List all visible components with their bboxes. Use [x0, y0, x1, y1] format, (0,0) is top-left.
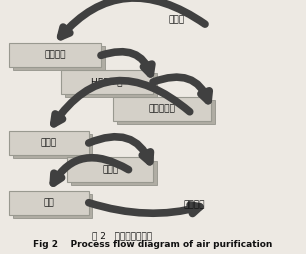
- Text: 图 2   空气净化流程图: 图 2 空气净化流程图: [92, 231, 152, 240]
- FancyBboxPatch shape: [9, 190, 89, 215]
- FancyBboxPatch shape: [65, 73, 157, 97]
- FancyBboxPatch shape: [13, 46, 105, 70]
- FancyBboxPatch shape: [13, 194, 92, 218]
- FancyBboxPatch shape: [71, 161, 157, 185]
- Text: 电离区: 电离区: [41, 138, 57, 147]
- Text: 初级滤网: 初级滤网: [44, 51, 66, 60]
- FancyBboxPatch shape: [67, 157, 153, 182]
- Text: 风扇: 风扇: [43, 198, 54, 207]
- Text: 脏空气: 脏空气: [168, 16, 185, 25]
- FancyBboxPatch shape: [117, 100, 215, 124]
- Text: HEPA 网: HEPA 网: [91, 77, 123, 86]
- Text: Fig 2    Process flow diagram of air purification: Fig 2 Process flow diagram of air purifi…: [33, 241, 273, 249]
- FancyBboxPatch shape: [9, 131, 89, 155]
- FancyBboxPatch shape: [13, 134, 92, 158]
- FancyBboxPatch shape: [113, 97, 211, 121]
- Text: 集尘区: 集尘区: [102, 165, 118, 174]
- FancyBboxPatch shape: [61, 70, 153, 94]
- Text: 甲醛过滤网: 甲醛过滤网: [149, 104, 176, 113]
- Text: 清净空气: 清净空气: [184, 200, 205, 209]
- FancyBboxPatch shape: [9, 43, 101, 67]
